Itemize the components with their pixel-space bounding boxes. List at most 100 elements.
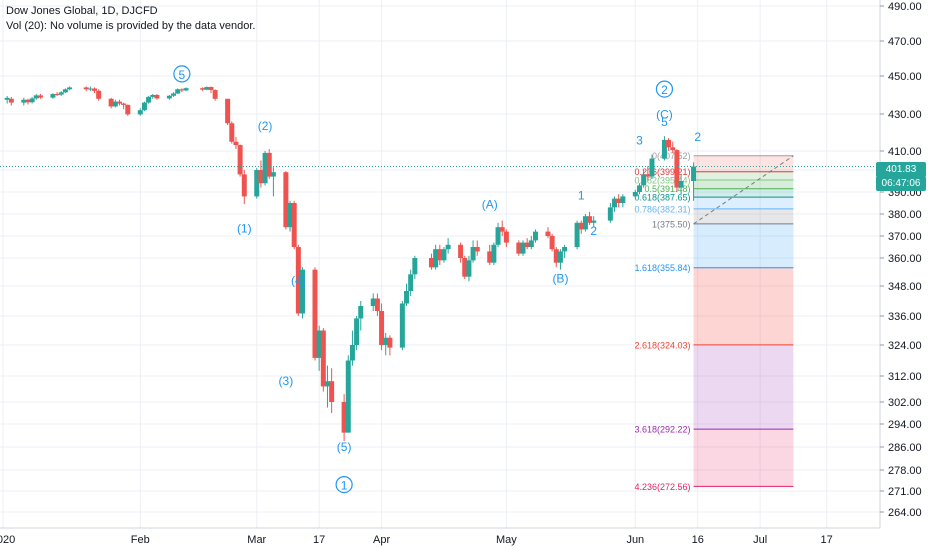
wave-label-circle [173,65,191,83]
wave-label: (5) [337,440,352,454]
candle-body [383,337,389,345]
candle-body [33,95,39,99]
last-price-tag: 401.83 [876,162,926,177]
candle-body [200,88,206,90]
candle-body [349,345,355,361]
volume-note: Vol (20): No volume is provided by the d… [6,20,256,32]
candle-body [691,166,697,181]
fib-zone [693,267,794,345]
candle-body [636,185,642,192]
price-tick-label: 370.00 [888,231,922,243]
candle-body [183,88,189,91]
fib-zone [693,197,794,209]
fib-zone [693,155,794,172]
time-tick-label: Feb [131,534,150,546]
candle-body [291,203,297,247]
candle-body [67,87,73,90]
candle-body [324,381,330,387]
candle-body [266,152,272,177]
candle-body [374,298,380,311]
candle-body [50,94,56,98]
candle-body [441,249,447,261]
candle-body [175,89,181,94]
candle-body [141,102,147,111]
candle-body [29,98,35,103]
price-tick-label: 410.00 [888,146,922,158]
price-tick-label: 294.00 [888,419,922,431]
candle-body [674,150,680,188]
wave-label: 1 [578,189,585,203]
candle-body [470,247,476,261]
candle-body [474,247,480,252]
time-tick-label: 2020 [0,534,15,546]
price-tick-label: 348.00 [888,281,922,293]
candle-body [666,139,672,148]
candle-body [204,87,210,90]
candle-body [233,141,239,146]
candle-body [4,97,10,100]
candle-body [112,101,118,107]
candle-body [121,103,127,105]
time-tick-label: 16 [692,534,704,546]
fib-level-label: 0.5(391.48) [645,184,691,194]
candle-body [25,99,31,103]
fib-level-label: 0.618(387.65) [635,193,691,203]
candle-body [287,203,293,228]
wave-label: (B) [552,271,568,285]
candle-body [62,89,68,93]
candle-body [312,269,318,358]
candle-body [329,381,335,402]
candle-body [370,298,376,306]
wave-label: (C) [656,108,673,122]
wave-label: 3 [636,134,643,148]
price-tick-label: 380.00 [888,209,922,221]
candle-body [661,139,667,159]
fib-trend-line [693,155,794,225]
candle-body [345,360,351,433]
candle-body [116,101,122,104]
time-tick-label: Jul [753,534,767,546]
candle-body [254,170,260,197]
wave-label-circle [655,80,674,98]
candle-body [96,90,102,99]
candle-body [137,110,143,115]
fib-zone [693,171,794,181]
price-tick-label: 286.00 [888,442,922,454]
candle-body [591,220,597,223]
wave-label: 5 [661,115,668,129]
wave-label: 2 [694,130,701,144]
candle-body [587,216,593,223]
price-tick-label: 470.00 [888,36,922,48]
candle-body [241,174,247,197]
candle-body [503,231,509,243]
candle-body [237,145,243,175]
fib-level-label: 4.236(272.56) [635,482,691,492]
candle-body [678,181,684,188]
candle-body [553,249,559,263]
price-axis[interactable]: 490.00470.00450.00430.00410.00400.00390.… [879,0,922,528]
candle-body [574,222,580,247]
candle-body [341,402,347,433]
price-tick-label: 450.00 [888,71,922,83]
fib-zone [693,180,794,189]
candle-body [612,198,618,208]
fib-zone [693,344,794,430]
candle-body [171,93,177,96]
candle-body [649,158,655,177]
candle-body [632,192,638,197]
candle-body [229,123,235,142]
candle-body [620,196,626,203]
candle-body [387,337,393,348]
grid [0,0,880,528]
time-tick-label: 17 [313,534,325,546]
fibonacci-extension[interactable]: 0(407.52) 0.236(399.21)0.382(395.44)0.5(3… [635,151,794,492]
candle-body [404,291,410,304]
candle-body [316,330,322,358]
time-axis[interactable]: 2020 Feb Mar 17 Apr May Jun 16 Jul 17 [0,527,880,546]
fib-level-label: 1(375.50) [652,219,691,229]
candle-body [270,172,276,177]
candle-body [495,227,501,245]
candle-body [125,104,131,115]
symbol-title[interactable]: Dow Jones Global, 1D, DJCFD [6,5,158,17]
